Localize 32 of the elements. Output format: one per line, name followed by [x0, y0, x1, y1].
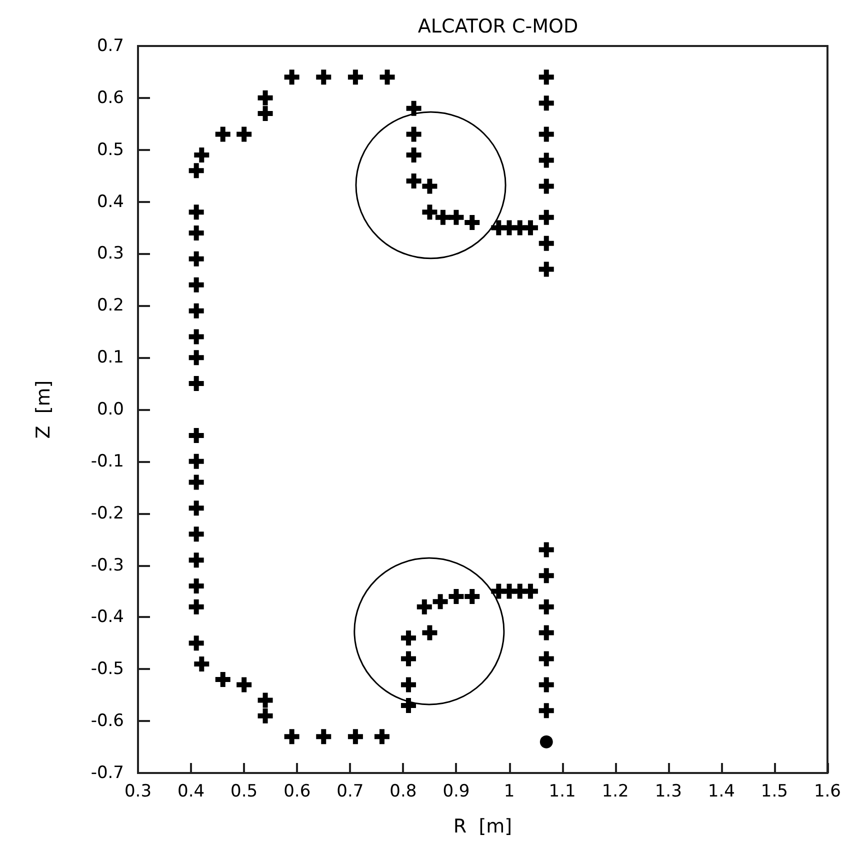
- x-tick-label: 0.8: [390, 782, 417, 802]
- x-tick-label: 1.2: [602, 782, 629, 802]
- y-tick-label: 0.2: [96, 296, 124, 316]
- x-tick-label: 1.3: [654, 782, 682, 802]
- x-tick-label: 1.4: [708, 782, 735, 802]
- x-axis-title: R [m]: [453, 816, 512, 838]
- y-tick-label: 0.1: [96, 348, 124, 368]
- y-tick-label: -0.3: [90, 555, 124, 576]
- chart-title: ALCATOR C-MOD: [418, 16, 578, 38]
- y-tick-label: 0.7: [96, 36, 124, 56]
- y-tick-label: -0.1: [90, 451, 124, 472]
- x-tick-label: 0.4: [178, 782, 205, 802]
- y-tick-label: 0.6: [96, 88, 124, 108]
- y-tick-label: -0.6: [90, 711, 124, 732]
- y-tick-label: -0.5: [90, 659, 124, 680]
- y-tick-label: -0.7: [90, 763, 124, 783]
- x-tick-label: 0.5: [230, 782, 258, 802]
- y-tick-label: -0.4: [90, 607, 124, 628]
- y-tick-label: 0.3: [96, 244, 124, 264]
- y-tick-label: -0.2: [90, 503, 124, 524]
- x-tick-label: 1.6: [814, 782, 842, 802]
- x-tick-label: 0.6: [284, 782, 311, 802]
- y-tick-label: 0.0: [96, 400, 124, 420]
- x-tick-label: 1.5: [760, 782, 788, 802]
- x-tick-label: 0.9: [442, 782, 470, 802]
- x-tick-label: 1: [504, 782, 515, 802]
- x-tick-label: 0.7: [336, 782, 364, 802]
- y-tick-label: 0.5: [96, 140, 124, 160]
- y-tick-label: 0.4: [96, 192, 124, 212]
- y-axis-title: Z [m]: [32, 380, 54, 439]
- x-tick-label: 0.3: [124, 782, 152, 802]
- x-tick-label: 1.1: [548, 782, 576, 802]
